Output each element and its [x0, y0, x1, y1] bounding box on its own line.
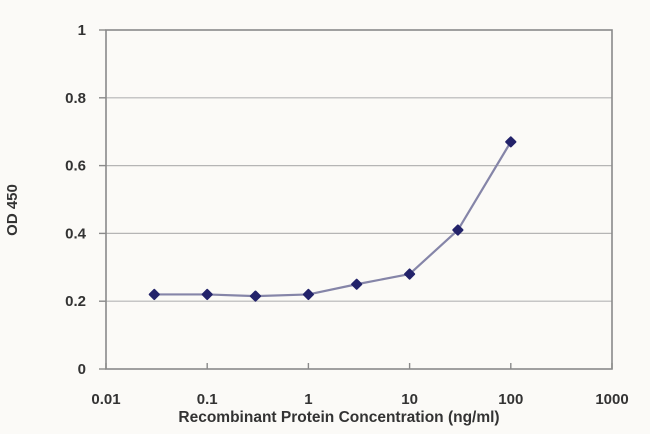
data-point-marker [249, 290, 262, 302]
y-gridlines [106, 97, 612, 302]
plot-frame [105, 29, 613, 370]
data-point-marker [505, 136, 517, 148]
data-point-marker [452, 224, 464, 236]
x-ticks [105, 363, 613, 369]
data-point-marker [351, 278, 363, 290]
y-tick-label: 0 [78, 361, 86, 378]
y-axis-title: OD 450 [4, 184, 21, 236]
y-tick-label: 0.6 [65, 158, 86, 175]
x-tick-label: 0.1 [197, 391, 218, 408]
y-tick-label: 0.8 [65, 90, 86, 107]
y-tick-label: 0.2 [65, 293, 86, 310]
data-point-marker [148, 288, 160, 301]
x-tick-label: 10 [401, 391, 418, 408]
data-point-marker [201, 288, 213, 301]
x-tick-labels: 0.01 0.1 1 10 100 1000 [91, 391, 628, 408]
data-point-marker [404, 268, 416, 280]
x-tick-label: 1000 [595, 391, 628, 408]
y-tick-label: 1 [78, 22, 86, 39]
series-markers [148, 136, 517, 302]
series-line [154, 141, 512, 298]
x-tick-label: 1 [304, 391, 312, 408]
x-axis-title: Recombinant Protein Concentration (ng/ml… [178, 409, 499, 426]
y-tick-labels: 0 0.2 0.4 0.6 0.8 1 [65, 22, 87, 378]
x-tick-label: 0.01 [91, 391, 120, 408]
y-ticks [99, 29, 106, 370]
data-point-marker [302, 288, 314, 301]
x-tick-label: 100 [498, 391, 523, 408]
y-tick-label: 0.4 [65, 225, 87, 242]
